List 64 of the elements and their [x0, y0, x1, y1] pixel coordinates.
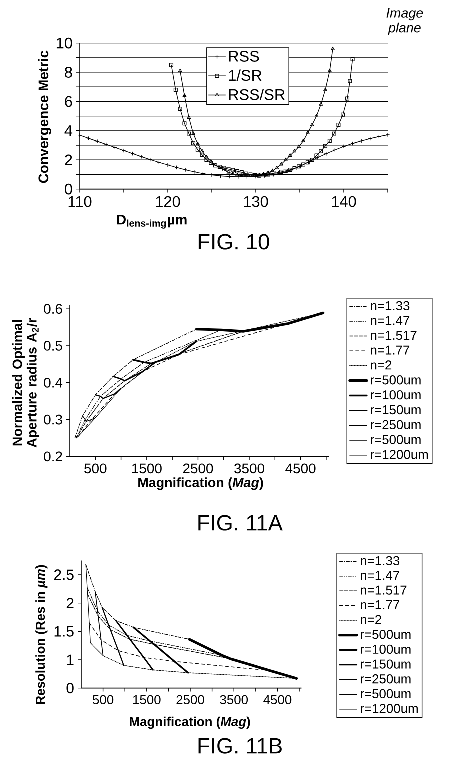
legend-label: n=2: [361, 615, 382, 624]
y-tick-label: 10: [56, 38, 72, 49]
x-tick-label: 2500: [176, 695, 204, 704]
legend-label: r=1200um: [361, 704, 418, 714]
y-tick-label: 8: [65, 67, 72, 78]
y-tick-label: 1: [67, 654, 74, 666]
y-tick-label: 2.5: [54, 570, 74, 580]
y-tick-label: 1.5: [54, 626, 74, 637]
legend-label: r=250um: [371, 420, 421, 430]
legend-label: RSS: [229, 51, 260, 62]
y-tick-label: 6: [65, 96, 72, 108]
legend-label: RSS/SR: [229, 88, 285, 100]
x-tick-label: 500: [93, 695, 114, 704]
x-tick-label: 2500: [183, 464, 214, 474]
legend-label: n=1.77: [361, 600, 400, 610]
y-tick-label: 0.6: [44, 304, 62, 314]
x-axis-title: Magnification (Mag): [130, 716, 250, 730]
y-tick-label: 0.3: [44, 414, 62, 425]
legend-label: r=100um: [361, 644, 411, 654]
y-tick-label: 0.2: [44, 452, 62, 462]
x-tick-label: 140: [332, 196, 356, 208]
y-tick-label: 0.5: [44, 341, 62, 351]
legend-label: r=250um: [361, 674, 411, 684]
y-axis-title: Convergence Metric: [38, 50, 52, 184]
legend-label: n=2: [371, 360, 392, 370]
x-tick-label: 110: [68, 196, 92, 208]
legend-label: r=500um: [371, 435, 421, 444]
legend-label: n=1.33: [371, 301, 410, 311]
x-axis-title: D$_{lens-img}$µm: [117, 215, 187, 229]
legend-label: r=150um: [361, 660, 411, 669]
x-tick-label: 1500: [132, 464, 162, 474]
legend-label: r=150um: [371, 405, 421, 415]
text: FIG. 10: [198, 234, 270, 250]
x-tick-label: 1500: [133, 695, 161, 704]
y-tick-label: 2: [66, 598, 74, 609]
text: Image plane: [386, 8, 424, 36]
x-tick-label: 4500: [286, 464, 316, 474]
legend-label: r=1200um: [371, 450, 428, 460]
x-tick-label: 130: [244, 196, 268, 208]
text: FIG. 11B: [198, 738, 282, 754]
legend-label: r=500um: [361, 689, 411, 699]
x-tick-label: 3500: [234, 464, 264, 474]
x-tick-label: 120: [156, 196, 180, 208]
legend-label: r=500um: [371, 376, 421, 385]
legend-label: 1/SR: [229, 70, 262, 82]
x-tick-label: 4500: [264, 695, 292, 704]
legend-label: r=100um: [371, 390, 421, 400]
legend-label: r=500um: [361, 630, 411, 640]
legend-label: n=1.517: [361, 586, 407, 595]
y-tick-label: 0.4: [44, 378, 63, 388]
legend-label: n=1.47: [361, 571, 400, 580]
y-tick-label: 2: [65, 154, 72, 166]
text: FIG. 11A: [198, 515, 283, 531]
legend-label: n=1.47: [371, 316, 410, 326]
y-axis-title: Resolution (Res in µm): [36, 565, 48, 704]
legend-label: n=1.517: [371, 331, 417, 340]
y-tick-label: 0: [65, 184, 72, 195]
x-axis-title: Magnification (Mag): [138, 478, 264, 490]
x-tick-label: 500: [84, 464, 107, 474]
y-tick-label: 4: [64, 126, 73, 136]
x-tick-label: 3500: [220, 695, 248, 704]
legend-label: n=1.33: [361, 556, 400, 566]
y-tick-label: 0: [66, 683, 74, 694]
legend-label: n=1.77: [371, 346, 410, 355]
